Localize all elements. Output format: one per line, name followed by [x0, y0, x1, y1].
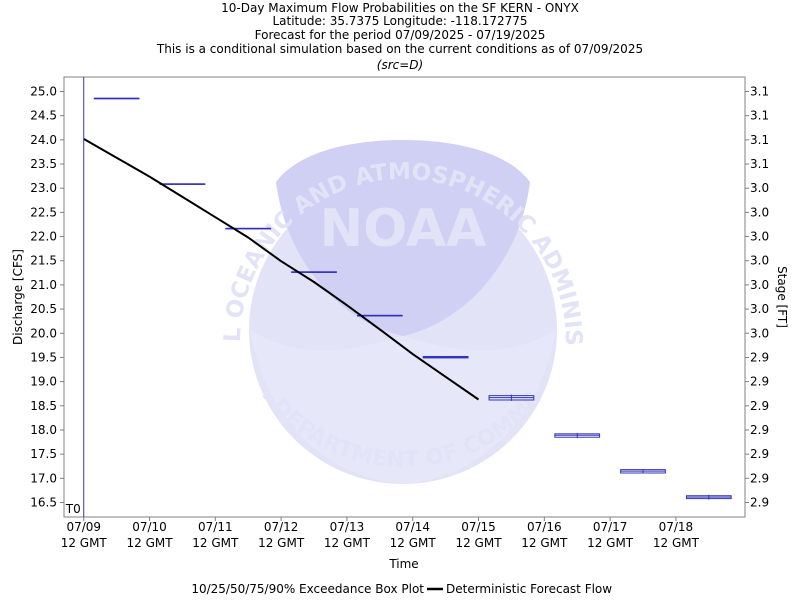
- y-tick-label: 17.5: [30, 447, 57, 461]
- legend-forecast-label: Deterministic Forecast Flow: [446, 582, 612, 596]
- exceedance-box: [159, 183, 206, 185]
- x-tick-label-date: 07/11: [198, 520, 233, 534]
- exceedance-box: [685, 494, 732, 500]
- y2-tick-label: 2.9: [750, 423, 769, 437]
- y2-tick-label: 3.1: [750, 157, 769, 171]
- y2-axis-label: Stage [FT]: [775, 266, 789, 328]
- exceedance-box: [93, 97, 140, 100]
- exceedance-boxes: [93, 97, 732, 500]
- chart-titles: 10-Day Maximum Flow Probabilities on the…: [156, 1, 643, 72]
- y-axis-label: Discharge [CFS]: [11, 249, 25, 345]
- chart-subtitle-period: Forecast for the period 07/09/2025 - 07/…: [255, 28, 546, 42]
- y-tick-label: 22.0: [30, 230, 57, 244]
- y2-tick-label: 3.0: [750, 254, 769, 268]
- x-tick-label-date: 07/15: [461, 520, 496, 534]
- x-tick-label-date: 07/16: [527, 520, 562, 534]
- y-tick-label: 23.5: [30, 157, 57, 171]
- x-tick-label-date: 07/18: [659, 520, 694, 534]
- x-tick-label-time: 12 GMT: [61, 536, 108, 550]
- y-tick-label: 17.0: [30, 471, 57, 485]
- x-tick-label-date: 07/13: [330, 520, 365, 534]
- y2-tick-label: 2.9: [750, 350, 769, 364]
- t0-label: T0: [65, 502, 81, 516]
- x-tick-label-date: 07/10: [132, 520, 167, 534]
- y-tick-label: 25.0: [30, 85, 57, 99]
- x-tick-label-time: 12 GMT: [324, 536, 371, 550]
- y-axis-ticks: 16.5 17.0 17.5 18.0 18.5 19.0 19.5 20.0 20.5 21.0…: [30, 85, 64, 509]
- y2-tick-label: 3.0: [750, 302, 769, 316]
- exceedance-box: [488, 394, 535, 401]
- chart-subtitle-location: Latitude: 35.7375 Longitude: -118.172775: [272, 14, 527, 28]
- x-axis-label: Time: [388, 557, 418, 571]
- x-tick-label-time: 12 GMT: [653, 536, 700, 550]
- exceedance-box: [422, 355, 469, 359]
- y2-tick-label: 3.1: [750, 133, 769, 147]
- y2-tick-label: 3.0: [750, 181, 769, 195]
- y2-tick-label: 3.1: [750, 109, 769, 123]
- exceedance-box: [356, 314, 403, 317]
- exceedance-box: [554, 432, 601, 439]
- t0-marker: T0: [65, 77, 85, 517]
- y2-tick-label: 2.9: [750, 399, 769, 413]
- forecast-series: [83, 138, 480, 401]
- chart-title: 10-Day Maximum Flow Probabilities on the…: [221, 1, 579, 15]
- y-tick-label: 19.5: [30, 350, 57, 364]
- x-tick-label-date: 07/12: [264, 520, 299, 534]
- y2-tick-label: 3.0: [750, 278, 769, 292]
- x-tick-label-time: 12 GMT: [126, 536, 173, 550]
- x-tick-label-time: 12 GMT: [521, 536, 568, 550]
- y-tick-label: 18.5: [30, 399, 57, 413]
- y-tick-label: 20.5: [30, 302, 57, 316]
- y-tick-label: 22.5: [30, 205, 57, 219]
- y2-tick-label: 3.0: [750, 326, 769, 340]
- x-tick-label-time: 12 GMT: [390, 536, 437, 550]
- y-tick-label: 24.0: [30, 133, 57, 147]
- deterministic-forecast-line: [83, 138, 480, 401]
- plot-area-frame: [63, 76, 746, 518]
- y2-tick-label: 2.9: [750, 495, 769, 509]
- noaa-watermark: NOAA NATIONAL OCEANIC AND ATMOSPHERIC AD…: [0, 0, 586, 484]
- exceedance-box: [620, 469, 666, 474]
- noaa-seagull-icon: [276, 140, 530, 336]
- legend: 10/25/50/75/90% Exceedance Box Plot Dete…: [191, 582, 612, 596]
- x-tick-label-time: 12 GMT: [455, 536, 502, 550]
- y-tick-label: 19.0: [30, 375, 57, 389]
- chart-subtitle-source: (src=D): [377, 58, 423, 72]
- y-tick-label: 16.5: [30, 495, 57, 509]
- x-tick-label-time: 12 GMT: [258, 536, 305, 550]
- x-tick-label-date: 07/09: [66, 520, 101, 534]
- y-tick-label: 24.5: [30, 109, 57, 123]
- noaa-logo-text: NOAA: [320, 199, 487, 259]
- y2-tick-label: 2.9: [750, 447, 769, 461]
- y2-axis-ticks: 2.9 2.9 2.9 2.9 2.9 2.9 2.9 3.0 3.0 3.0 3.0 3.0 3.0 3…: [745, 85, 769, 509]
- y2-tick-label: 3.1: [750, 85, 769, 99]
- y2-tick-label: 2.9: [750, 375, 769, 389]
- y2-tick-label: 3.0: [750, 230, 769, 244]
- x-tick-label-time: 12 GMT: [587, 536, 634, 550]
- legend-box-plot-label: 10/25/50/75/90% Exceedance Box Plot: [191, 582, 424, 596]
- y2-tick-label: 2.9: [750, 471, 769, 485]
- x-axis-ticks: 07/09 12 GMT 07/10 12 GMT 07/11 12 GMT 07/12 12…: [61, 517, 700, 550]
- y-tick-label: 21.0: [30, 278, 57, 292]
- x-tick-label-time: 12 GMT: [192, 536, 239, 550]
- chart-subtitle-conditions: This is a conditional simulation based o…: [156, 42, 643, 56]
- y-tick-label: 18.0: [30, 423, 57, 437]
- x-tick-label-date: 07/14: [395, 520, 430, 534]
- noaa-wave-icon: [250, 330, 556, 484]
- x-tick-label-date: 07/17: [593, 520, 628, 534]
- y-tick-label: 23.0: [30, 181, 57, 195]
- y-tick-label: 20.0: [30, 326, 57, 340]
- y-tick-label: 21.5: [30, 254, 57, 268]
- y2-tick-label: 3.0: [750, 205, 769, 219]
